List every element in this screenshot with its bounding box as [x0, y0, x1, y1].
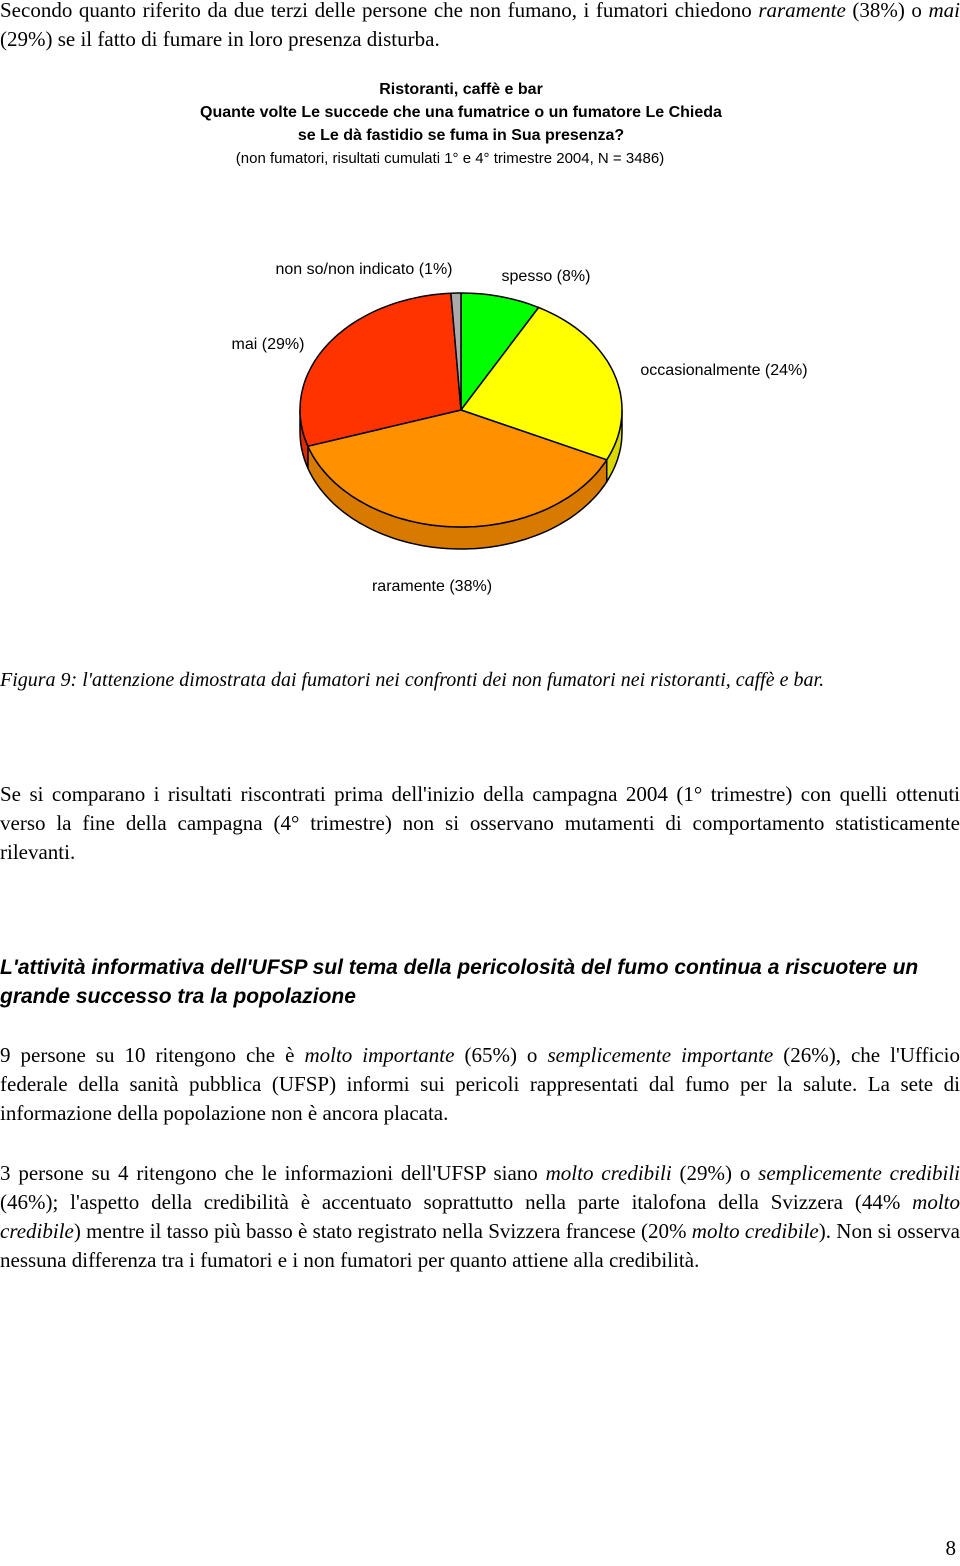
- chart-subtitle: (non fumatori, risultati cumulati 1° e 4…: [236, 150, 664, 167]
- text-run: 9 persone su 10 ritengono che è: [0, 1043, 305, 1067]
- page-number: 8: [945, 1536, 957, 1560]
- emphasis: molto credibili: [545, 1161, 672, 1185]
- paragraph: 9 persone su 10 ritengono che è molto im…: [0, 1041, 960, 1128]
- slice-label: spesso (8%): [502, 268, 591, 285]
- paragraph: Se si comparano i risultati riscontrati …: [0, 780, 960, 867]
- slice: [307, 409, 608, 528]
- slice: [450, 292, 462, 411]
- chart: Ristoranti, caffè e bar Quante volte Le …: [200, 81, 808, 595]
- slice-label: raramente (38%): [372, 578, 492, 595]
- emphasis: molto importante: [304, 1043, 455, 1067]
- text-run: (38%) o: [845, 0, 929, 22]
- emphasis: raramente: [758, 0, 846, 22]
- chart-title: Quante volte Le succede che una fumatric…: [200, 104, 722, 121]
- emphasis: semplicemente importante: [547, 1043, 774, 1067]
- text-run: (29%) se il fatto di fumare in loro pres…: [0, 27, 440, 51]
- text-run: Se si comparano i risultati riscontrati …: [0, 782, 960, 864]
- chart-title: Ristoranti, caffè e bar: [379, 81, 543, 98]
- text-run: 3 persone su 4 ritengono che le informaz…: [0, 1161, 546, 1185]
- text-run: (46%); l'aspetto della credibilità è acc…: [0, 1190, 913, 1214]
- text-run: (26%), che l'Ufficio federale della sani…: [0, 1043, 960, 1125]
- text-run: Secondo quanto riferito da due terzi del…: [0, 0, 759, 22]
- emphasis: semplicemente credibili: [758, 1161, 960, 1185]
- slice-label: mai (29%): [232, 336, 305, 353]
- slice: [460, 306, 623, 461]
- emphasis: molto credibile: [0, 1190, 960, 1243]
- section-heading: L'attività informativa dell'UFSP sul tem…: [0, 956, 919, 1008]
- slice-label: non so/non indicato (1%): [276, 261, 453, 278]
- text-run: (29%) o: [671, 1161, 759, 1185]
- caption: Figura 9: l'attenzione dimostrata dai fu…: [0, 669, 825, 691]
- slice-label: occasionalmente (24%): [640, 362, 807, 379]
- text-run: ). Non si osserva nessuna differenza tra…: [0, 1219, 960, 1272]
- paragraph: 3 persone su 4 ritengono che le informaz…: [0, 1159, 960, 1275]
- intro: Secondo quanto riferito da due terzi del…: [0, 0, 960, 54]
- emphasis: molto credibile: [691, 1219, 819, 1243]
- chart-title: se Le dà fastidio se fuma in Sua presenz…: [298, 127, 624, 144]
- slice: [460, 292, 540, 411]
- text-run: (65%) o: [454, 1043, 548, 1067]
- emphasis: mai: [928, 0, 960, 22]
- slice: [299, 292, 462, 447]
- text-run: ) mentre il tasso più basso è stato regi…: [73, 1219, 692, 1243]
